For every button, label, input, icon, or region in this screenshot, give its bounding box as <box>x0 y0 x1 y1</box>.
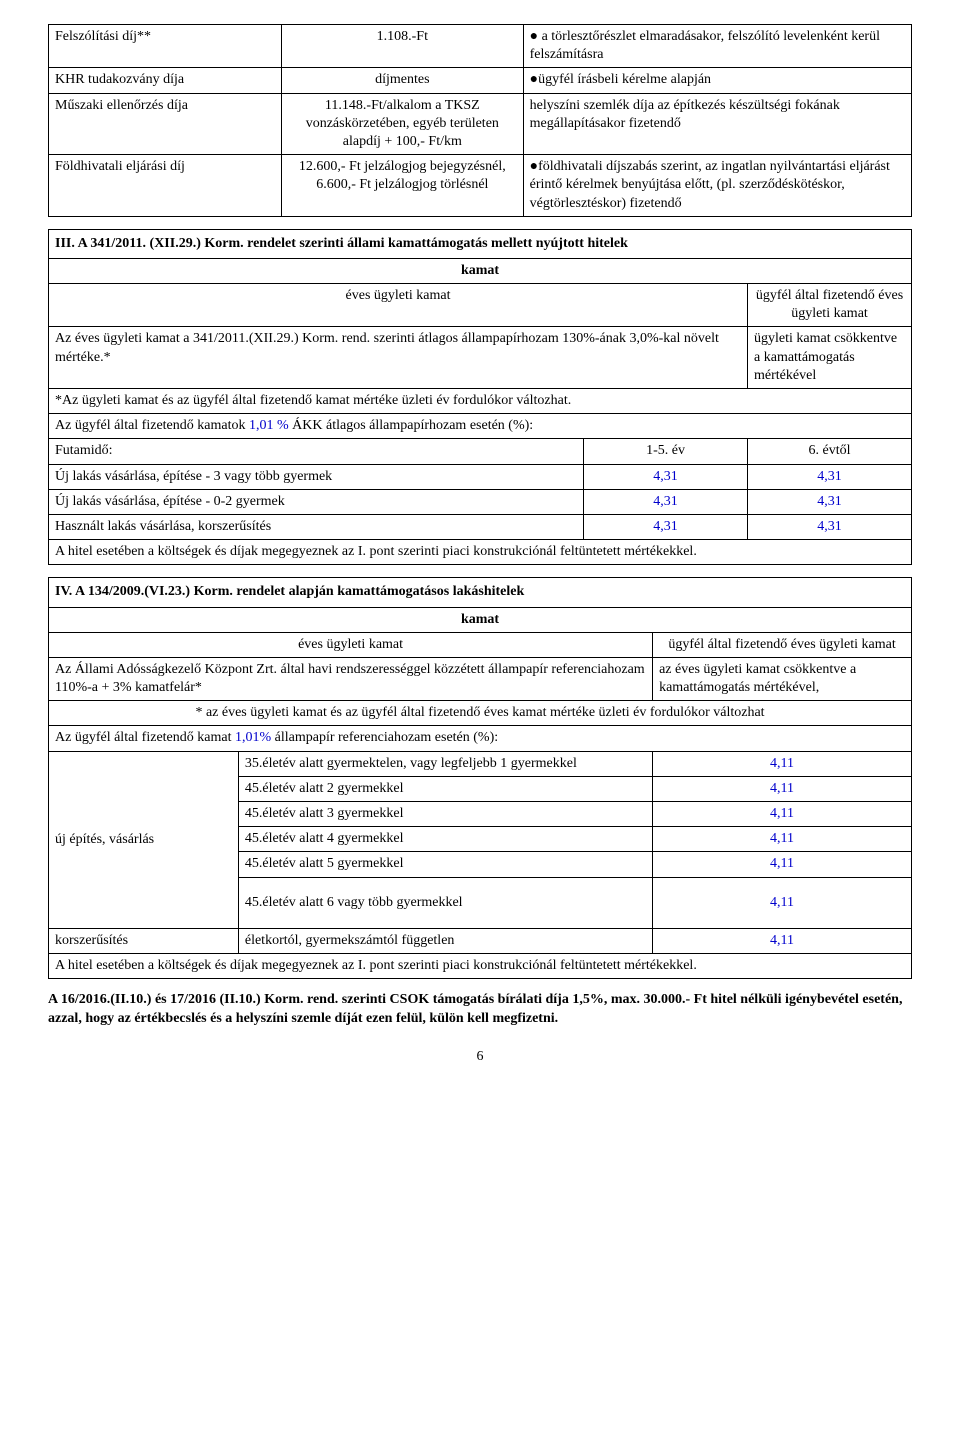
label: Új lakás vásárlása, építése - 0-2 gyerme… <box>49 489 584 514</box>
label: életkortól, gyermekszámtól független <box>238 928 652 953</box>
label: kamat <box>49 607 912 632</box>
cell: 12.600,- Ft jelzálogjog bejegyzésnél, 6.… <box>282 155 524 217</box>
label: korszerűsítés <box>49 928 239 953</box>
page-number: 6 <box>48 1049 912 1065</box>
table-row: Műszaki ellenőrzés díja 11.148.-Ft/alkal… <box>49 93 912 155</box>
value: 4,11 <box>653 802 912 827</box>
table-row: Földhivatali eljárási díj 12.600,- Ft je… <box>49 155 912 217</box>
value: 1,01 % <box>249 418 292 433</box>
cell: ●ügyfél írásbeli kérelme alapján <box>523 68 911 93</box>
cell: az éves ügyleti kamat csökkentve a kamat… <box>653 657 912 700</box>
label: 45.életév alatt 5 gyermekkel <box>238 852 652 877</box>
text: állampapír referenciahozam esetén (%): <box>271 730 498 745</box>
label: Futamidő: <box>49 439 584 464</box>
note: *Az ügyleti kamat és az ügyfél által fiz… <box>49 389 912 414</box>
fees-table: Felszólítási díj** 1.108.-Ft ● a törlesz… <box>48 24 912 217</box>
value: 4,31 <box>748 489 912 514</box>
cell: Az éves ügyleti kamat a 341/2011.(XII.29… <box>49 327 748 389</box>
label: 45.életév alatt 3 gyermekkel <box>238 802 652 827</box>
label: Használt lakás vásárlása, korszerűsítés <box>49 514 584 539</box>
cell: díjmentes <box>282 68 524 93</box>
value: 4,11 <box>653 827 912 852</box>
col-header: 6. évtől <box>748 439 912 464</box>
value: 1,01% <box>235 730 271 745</box>
col-header: 1-5. év <box>584 439 748 464</box>
label: 35.életév alatt gyermektelen, vagy legfe… <box>238 751 652 776</box>
section-3-table: III. A 341/2011. (XII.29.) Korm. rendele… <box>48 229 912 566</box>
text: ÁKK átlagos állampapírhozam esetén (%): <box>292 418 533 433</box>
value: 4,11 <box>653 877 912 928</box>
note: A hitel esetében a költségek és díjak me… <box>49 953 912 978</box>
note: A hitel esetében a költségek és díjak me… <box>49 540 912 565</box>
section-title: III. A 341/2011. (XII.29.) Korm. rendele… <box>49 229 912 258</box>
table-row: KHR tudakozvány díja díjmentes ●ügyfél í… <box>49 68 912 93</box>
table-row: Felszólítási díj** 1.108.-Ft ● a törlesz… <box>49 25 912 68</box>
value: 4,31 <box>584 514 748 539</box>
value: 4,31 <box>584 464 748 489</box>
label: kamat <box>49 258 912 283</box>
cell: Műszaki ellenőrzés díja <box>49 93 282 155</box>
label: 45.életév alatt 6 vagy több gyermekkel <box>238 877 652 928</box>
col-header: éves ügyleti kamat <box>49 284 748 327</box>
value: 4,31 <box>584 489 748 514</box>
value: 4,11 <box>653 776 912 801</box>
value: 4,11 <box>653 852 912 877</box>
cell: ●földhivatali díjszabás szerint, az inga… <box>523 155 911 217</box>
col-header: éves ügyleti kamat <box>49 632 653 657</box>
note: Az ügyfél által fizetendő kamatok 1,01 %… <box>49 414 912 439</box>
footer-paragraph: A 16/2016.(II.10.) és 17/2016 (II.10.) K… <box>48 991 912 1029</box>
cell: ügyleti kamat csökkentve a kamattámogatá… <box>748 327 912 389</box>
value: 4,11 <box>653 928 912 953</box>
cell: KHR tudakozvány díja <box>49 68 282 93</box>
col-header: ügyfél által fizetendő éves ügyleti kama… <box>748 284 912 327</box>
cell: helyszíni szemlék díja az építkezés kész… <box>523 93 911 155</box>
value: 4,31 <box>748 514 912 539</box>
cell: ● a törlesztőrészlet elmaradásakor, fels… <box>523 25 911 68</box>
cell: 1.108.-Ft <box>282 25 524 68</box>
label: 45.életév alatt 2 gyermekkel <box>238 776 652 801</box>
cell: 11.148.-Ft/alkalom a TKSZ vonzáskörzetéb… <box>282 93 524 155</box>
value: 4,11 <box>653 751 912 776</box>
cell: Az Állami Adósságkezelő Központ Zrt. ált… <box>49 657 653 700</box>
cell: Felszólítási díj** <box>49 25 282 68</box>
note: Az ügyfél által fizetendő kamat 1,01% ál… <box>49 726 912 751</box>
section-title: IV. A 134/2009.(VI.23.) Korm. rendelet a… <box>49 578 912 607</box>
label: új építés, vásárlás <box>49 751 239 928</box>
note: * az éves ügyleti kamat és az ügyfél ált… <box>49 701 912 726</box>
value: 4,31 <box>748 464 912 489</box>
section-4-table: IV. A 134/2009.(VI.23.) Korm. rendelet a… <box>48 577 912 979</box>
text: Az ügyfél által fizetendő kamatok <box>55 418 249 433</box>
label: 45.életév alatt 4 gyermekkel <box>238 827 652 852</box>
cell: Földhivatali eljárási díj <box>49 155 282 217</box>
label: Új lakás vásárlása, építése - 3 vagy töb… <box>49 464 584 489</box>
col-header: ügyfél által fizetendő éves ügyleti kama… <box>653 632 912 657</box>
text: Az ügyfél által fizetendő kamat <box>55 730 235 745</box>
